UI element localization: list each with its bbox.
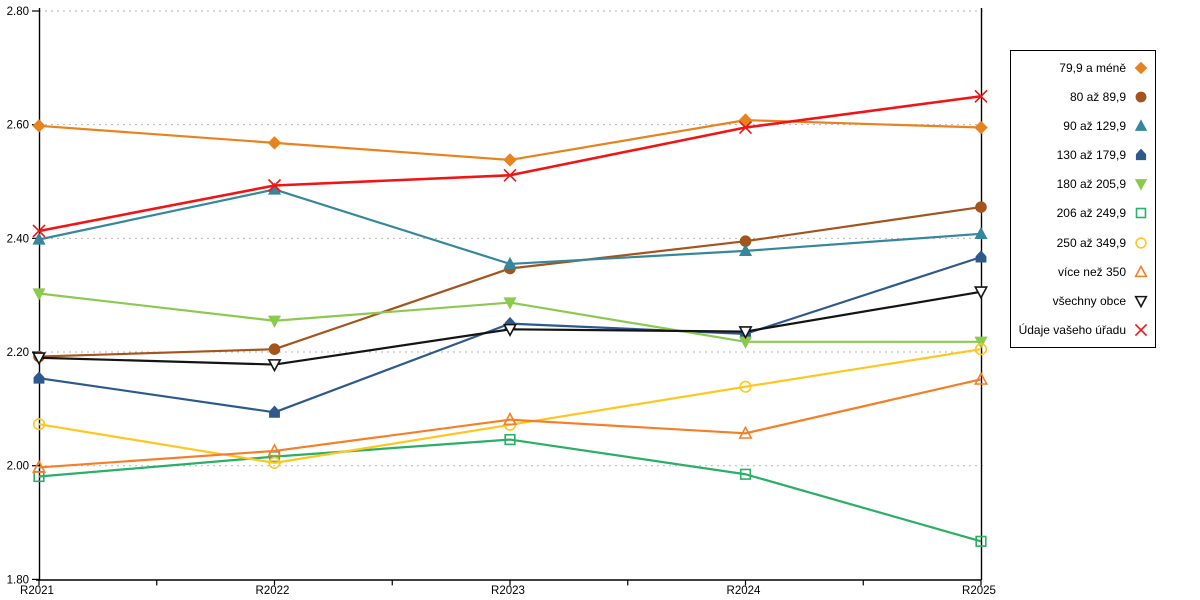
marker-triangle-up-icon — [31, 459, 47, 473]
legend-marker — [1134, 264, 1148, 277]
y-tick-label: 1.80 — [7, 574, 29, 586]
legend-label: 80 až 89,9 — [1069, 90, 1126, 105]
x-tick-label: R2024 — [727, 585, 761, 597]
marker-triangle-up-icon — [502, 411, 518, 426]
legend-marker — [1134, 323, 1148, 336]
series-line-6 — [38, 348, 982, 464]
marker-diamond-icon — [267, 136, 282, 150]
x-tick-label: R2022 — [256, 585, 290, 597]
legend-label: 180 až 205,9 — [1056, 177, 1126, 192]
marker-x-icon — [974, 89, 988, 103]
marker-diamond-icon — [503, 153, 517, 167]
legend-marker — [1134, 61, 1148, 75]
legend-item-8: všechny obce — [1011, 287, 1155, 315]
legend-item-1: 80 až 89,9 — [1011, 83, 1155, 111]
legend-marker — [1135, 148, 1147, 161]
legend-item-0: 79,9 a méně — [1011, 54, 1155, 82]
y-tick-label: 2.60 — [7, 120, 29, 132]
marker-triangle-up-icon — [1134, 119, 1148, 132]
marker-triangle-down-icon — [738, 326, 753, 340]
legend-marker — [1134, 179, 1148, 192]
marker-triangle-down-icon — [1134, 179, 1148, 192]
legend-marker — [1134, 119, 1148, 132]
marker-pentagon-icon — [269, 405, 280, 418]
marker-diamond-icon — [974, 120, 988, 135]
marker-triangle-down-icon — [503, 297, 517, 310]
legend-item-5: 206 až 249,9 — [1011, 199, 1155, 227]
legend: 79,9 a méně 80 až 89,9 90 až 129,9 130 až 1… — [1010, 50, 1156, 348]
marker-x-icon — [267, 178, 282, 193]
marker-triangle-down-icon — [1134, 295, 1148, 309]
legend-marker — [1135, 91, 1147, 103]
marker-pentagon-icon — [33, 371, 45, 384]
marker-triangle-down-icon — [267, 359, 282, 373]
legend-label: 90 až 129,9 — [1063, 119, 1126, 134]
marker-square-icon — [1135, 208, 1147, 219]
legend-item-9: Údaje vašeho úřadu — [1011, 316, 1155, 344]
marker-triangle-up-icon — [503, 256, 517, 270]
y-tick-label: 2.00 — [7, 461, 29, 473]
marker-diamond-icon — [1134, 61, 1148, 75]
legend-item-4: 180 až 205,9 — [1011, 170, 1155, 198]
marker-diamond-icon — [738, 113, 753, 127]
x-tick-label: R2021 — [20, 585, 54, 597]
legend-label: Údaje vašeho úřadu — [1018, 322, 1126, 337]
marker-circle-icon — [974, 343, 988, 356]
marker-square-icon — [975, 535, 987, 547]
y-tick-label: 2.80 — [7, 6, 29, 18]
legend-label: více než 350 — [1057, 264, 1126, 279]
marker-circle-icon — [975, 201, 987, 213]
marker-x-icon — [32, 224, 46, 238]
marker-circle-icon — [1135, 236, 1147, 249]
x-tick-label: R2025 — [962, 585, 996, 597]
series-line-5 — [38, 438, 982, 543]
legend-label: 130 až 179,9 — [1056, 148, 1126, 163]
legend-label: všechny obce — [1052, 293, 1126, 308]
legend-label: 250 až 349,9 — [1056, 235, 1126, 250]
marker-triangle-down-icon — [31, 352, 47, 366]
marker-triangle-down-icon — [973, 286, 989, 300]
legend-marker — [1135, 236, 1147, 249]
marker-x-icon — [503, 168, 517, 182]
x-tick-label: R2023 — [491, 585, 525, 597]
legend-label: 79,9 a méně — [1059, 61, 1126, 76]
y-tick-label: 2.40 — [7, 233, 29, 245]
marker-triangle-down-icon — [502, 323, 518, 338]
marker-circle-icon — [32, 418, 46, 431]
marker-circle-icon — [1135, 91, 1147, 103]
marker-triangle-up-icon — [1134, 264, 1148, 277]
marker-triangle-up-icon — [973, 371, 989, 385]
marker-circle-icon — [268, 343, 281, 355]
legend-item-2: 90 až 129,9 — [1011, 112, 1155, 140]
marker-triangle-up-icon — [267, 443, 282, 457]
marker-circle-icon — [268, 456, 281, 469]
marker-triangle-up-icon — [738, 425, 753, 439]
marker-triangle-down-icon — [267, 315, 282, 328]
marker-triangle-up-icon — [974, 226, 988, 239]
legend-marker — [1135, 208, 1147, 219]
marker-pentagon-icon — [975, 250, 987, 263]
marker-triangle-up-icon — [32, 232, 46, 245]
marker-triangle-down-icon — [32, 288, 46, 301]
legend-item-6: 250 až 349,9 — [1011, 229, 1155, 257]
legend-item-7: více než 350 — [1011, 258, 1155, 286]
y-tick-label: 2.20 — [7, 347, 29, 359]
marker-triangle-up-icon — [738, 243, 753, 257]
marker-x-icon — [738, 120, 753, 135]
marker-diamond-icon — [32, 119, 46, 133]
series-line-7 — [38, 378, 982, 469]
marker-triangle-down-icon — [974, 336, 988, 349]
marker-square-icon — [504, 433, 516, 446]
marker-pentagon-icon — [1135, 148, 1147, 161]
legend-item-3: 130 až 179,9 — [1011, 141, 1155, 169]
marker-x-icon — [1134, 323, 1148, 336]
marker-square-icon — [739, 468, 752, 480]
legend-marker — [1134, 295, 1148, 309]
marker-circle-icon — [739, 380, 752, 393]
legend-label: 206 až 249,9 — [1056, 206, 1126, 221]
